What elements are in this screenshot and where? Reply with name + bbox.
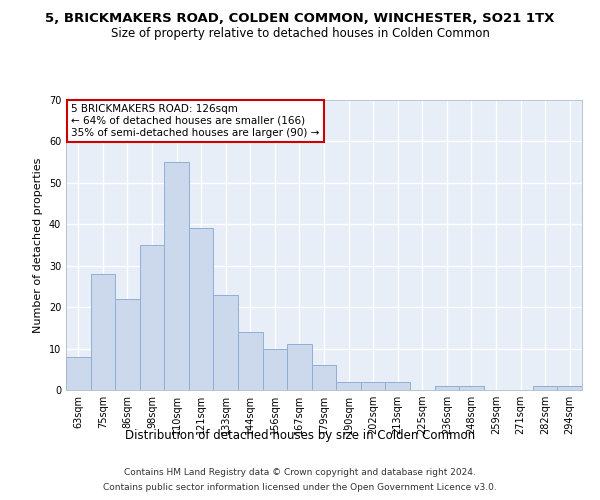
- Bar: [140, 245, 164, 390]
- Bar: [312, 365, 336, 390]
- Bar: [385, 382, 410, 390]
- Text: Contains public sector information licensed under the Open Government Licence v3: Contains public sector information licen…: [103, 483, 497, 492]
- Bar: [434, 386, 459, 390]
- Bar: [115, 299, 140, 390]
- Text: Distribution of detached houses by size in Colden Common: Distribution of detached houses by size …: [125, 428, 475, 442]
- Bar: [361, 382, 385, 390]
- Text: 5 BRICKMAKERS ROAD: 126sqm
← 64% of detached houses are smaller (166)
35% of sem: 5 BRICKMAKERS ROAD: 126sqm ← 64% of deta…: [71, 104, 320, 138]
- Bar: [557, 386, 582, 390]
- Bar: [66, 357, 91, 390]
- Bar: [164, 162, 189, 390]
- Text: Contains HM Land Registry data © Crown copyright and database right 2024.: Contains HM Land Registry data © Crown c…: [124, 468, 476, 477]
- Text: Size of property relative to detached houses in Colden Common: Size of property relative to detached ho…: [110, 28, 490, 40]
- Bar: [336, 382, 361, 390]
- Bar: [533, 386, 557, 390]
- Bar: [287, 344, 312, 390]
- Bar: [238, 332, 263, 390]
- Y-axis label: Number of detached properties: Number of detached properties: [33, 158, 43, 332]
- Bar: [459, 386, 484, 390]
- Text: 5, BRICKMAKERS ROAD, COLDEN COMMON, WINCHESTER, SO21 1TX: 5, BRICKMAKERS ROAD, COLDEN COMMON, WINC…: [46, 12, 554, 26]
- Bar: [189, 228, 214, 390]
- Bar: [263, 348, 287, 390]
- Bar: [214, 294, 238, 390]
- Bar: [91, 274, 115, 390]
